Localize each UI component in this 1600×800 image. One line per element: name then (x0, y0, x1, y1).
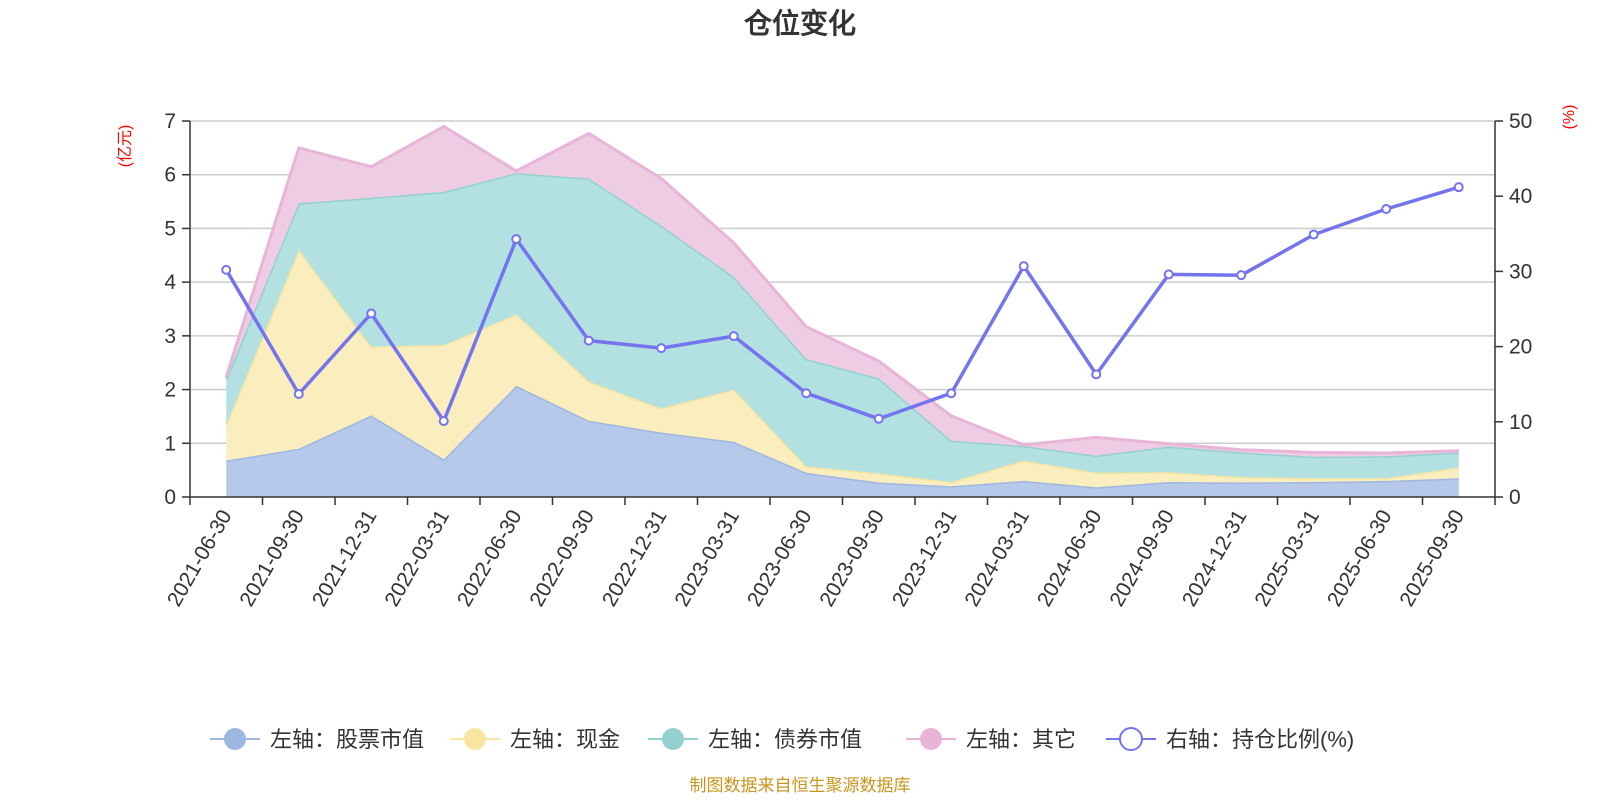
left-axis-tick-label: 3 (164, 325, 176, 348)
legend: 左轴：股票市值 左轴：现金 左轴：债券市值 左轴：其它 右轴：持仓比例(%) (210, 727, 1354, 752)
position-ratio-point (1018, 261, 1029, 272)
legend-label: 右轴：持仓比例(%) (1166, 727, 1354, 752)
area-左轴：股票市值 (226, 385, 1459, 497)
x-axis-tick-label: 2025-09-30 (1395, 506, 1469, 611)
legend-marker (464, 728, 486, 750)
position-ratio-point (293, 388, 304, 399)
position-ratio-point (511, 234, 522, 245)
x-axis-tick-label: 2025-03-31 (1250, 506, 1324, 611)
x-axis-tick-label: 2024-03-31 (960, 506, 1034, 611)
position-ratio-line (224, 185, 1460, 423)
left-axis-tick-label: 5 (164, 217, 176, 240)
right-axis-tick-label: 40 (1509, 185, 1532, 208)
x-axis-tick-label: 2023-09-30 (815, 506, 889, 611)
x-axis-tick-label: 2025-06-30 (1323, 506, 1397, 611)
left-axis-tick-label: 4 (164, 271, 176, 294)
x-axis-tick-label: 2024-09-30 (1105, 506, 1179, 611)
x-axis-tick-label: 2022-03-31 (380, 506, 454, 611)
legend-marker (224, 728, 246, 750)
x-axis-tick-label: 2023-06-30 (743, 506, 817, 611)
x-axis-tick-label: 2021-09-30 (235, 506, 309, 611)
x-axis-tick-label: 2022-12-31 (598, 506, 672, 611)
x-axis-tick-label: 2021-06-30 (163, 506, 237, 611)
right-axis-tick-label: 30 (1509, 260, 1532, 283)
right-axis-tick-label: 10 (1509, 411, 1532, 434)
x-axis-tick-label: 2023-03-31 (670, 506, 744, 611)
legend-label: 左轴：股票市值 (270, 727, 424, 752)
legend-marker (920, 728, 942, 750)
x-axis-tick-label: 2022-09-30 (525, 506, 599, 611)
position-ratio-point (221, 264, 232, 275)
x-axis-tick-label: 2022-06-30 (453, 506, 527, 611)
position-ratio-point (1091, 369, 1102, 380)
left-axis-tick-label: 0 (164, 486, 176, 509)
position-ratio-point (583, 335, 594, 346)
position-ratio-point (1453, 182, 1464, 193)
area-左轴：债券市值 (226, 173, 1459, 482)
left-axis-unit: (亿元) (116, 125, 134, 168)
left-axis-tick-label: 1 (164, 432, 176, 455)
position-ratio-point (1236, 270, 1247, 281)
x-axis-tick-label: 2024-12-31 (1178, 506, 1252, 611)
left-axis-tick-label: 6 (164, 164, 176, 187)
position-ratio-point (656, 343, 667, 354)
source-note: 制图数据来自恒生聚源数据库 (690, 776, 911, 795)
legend-label: 左轴：债券市值 (708, 727, 862, 752)
position-ratio-series (221, 182, 1464, 427)
left-axis-tick-label: 2 (164, 379, 176, 402)
legend-label: 左轴：现金 (510, 727, 620, 752)
right-axis-tick-label: 20 (1509, 336, 1532, 359)
position-ratio-point (438, 416, 449, 427)
left-axis-tick-label: 7 (164, 110, 176, 133)
right-axis-unit: (%) (1561, 105, 1578, 130)
area-左轴：现金 (226, 249, 1459, 488)
legend-marker (1119, 727, 1143, 751)
position-ratio-point (873, 413, 884, 424)
position-ratio-point (366, 308, 377, 319)
position-ratio-point (1381, 203, 1392, 214)
right-axis-tick-label: 0 (1509, 486, 1521, 509)
chart-title: 仓位变化 (744, 7, 856, 39)
area-edge-左轴：其它 (224, 124, 1459, 455)
position-ratio-point (728, 331, 739, 342)
position-ratio-point (801, 388, 812, 399)
area-series (224, 124, 1460, 497)
x-axis-tick-label: 2023-12-31 (888, 506, 962, 611)
position-ratio-point (1308, 229, 1319, 240)
legend-label: 左轴：其它 (966, 727, 1076, 752)
x-axis-tick-label: 2024-06-30 (1033, 506, 1107, 611)
position-ratio-point (946, 388, 957, 399)
right-axis-tick-label: 50 (1509, 110, 1532, 133)
position-ratio-point (1163, 269, 1174, 280)
legend-marker (662, 728, 684, 750)
x-axis-tick-label: 2021-12-31 (308, 506, 382, 611)
